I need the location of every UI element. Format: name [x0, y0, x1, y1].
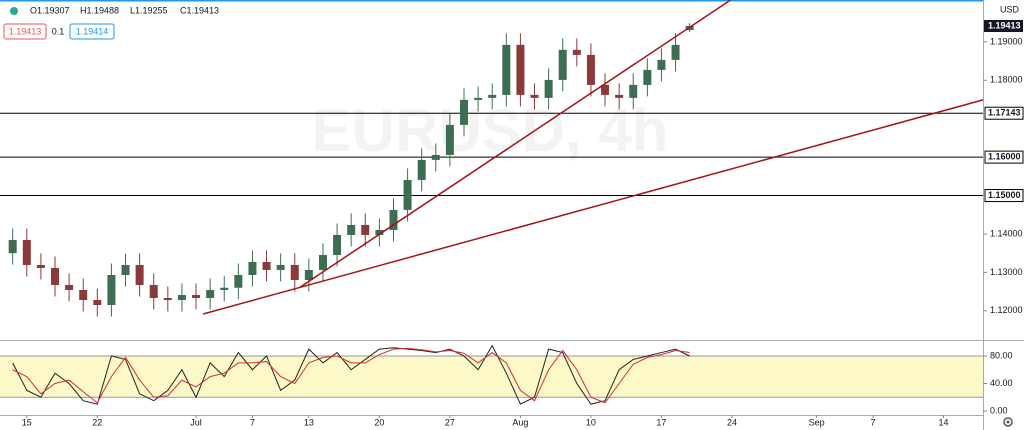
level-label-box: [984, 106, 1024, 120]
candle-body: [431, 154, 440, 160]
candle-body: [516, 44, 525, 95]
settings-icon[interactable]: [1003, 417, 1013, 427]
candle-body: [403, 179, 412, 210]
trend-line: [202, 99, 984, 315]
candle-body: [22, 239, 31, 265]
level-label-box: [984, 189, 1024, 203]
candle-body: [361, 224, 370, 235]
currency: USD: [1000, 4, 1020, 14]
candle-body: [671, 44, 680, 60]
candle-body: [629, 84, 638, 98]
candle-body: [36, 264, 45, 268]
candle-body: [163, 298, 172, 301]
y-tick-label: 1.18000: [990, 75, 1023, 85]
candle-body: [615, 94, 624, 98]
y-tick-label: 1.19000: [990, 36, 1023, 46]
x-tick-label: Sep: [809, 417, 825, 427]
x-tick-label: 13: [304, 417, 314, 427]
stochastic-line: [12, 347, 690, 404]
x-tick-label: Aug: [512, 417, 528, 427]
sell-price[interactable]: 1.19413: [9, 26, 42, 36]
sell-button[interactable]: [3, 23, 47, 40]
candle-body: [51, 267, 60, 285]
candle-body: [445, 124, 454, 155]
level-label-box: [984, 150, 1024, 164]
candle-body: [177, 295, 186, 301]
y-tick-label: 1.12000: [990, 305, 1023, 315]
candle-body: [206, 289, 215, 299]
ohlc-value: O1.19307: [30, 5, 70, 15]
candle-body: [234, 274, 243, 288]
x-tick-label: 7: [870, 417, 875, 427]
y-tick-label: 1.14000: [990, 228, 1023, 238]
candle-body: [586, 54, 595, 85]
x-tick-label: 22: [92, 417, 102, 427]
symbol-icon[interactable]: [10, 7, 18, 15]
ohlc-value: L1.19255: [130, 5, 168, 15]
candle-body: [657, 59, 666, 70]
band: [0, 355, 983, 398]
candle-body: [601, 84, 610, 95]
x-tick-label: Jul: [190, 417, 202, 427]
x-tick-label: 17: [656, 417, 666, 427]
x-tick-label: 24: [727, 417, 737, 427]
candle-body: [192, 295, 201, 299]
last-price-label: 1.19413: [988, 20, 1021, 30]
candle-body: [8, 239, 17, 254]
candle-body: [389, 209, 398, 230]
candle-body: [304, 269, 313, 280]
level-label: 1.15000: [988, 190, 1021, 200]
candle-body: [276, 264, 285, 270]
candle-body: [107, 274, 116, 306]
candle-body: [121, 264, 130, 275]
candle-body: [262, 261, 271, 270]
y-tick-label: 1.13000: [990, 267, 1023, 277]
candle-body: [220, 287, 229, 290]
y-tick-label: 0.00: [990, 405, 1008, 415]
candle-body: [79, 289, 88, 301]
buy-price[interactable]: 1.19414: [76, 26, 109, 36]
x-tick-label: 14: [939, 417, 949, 427]
stochastic-line: [12, 344, 690, 405]
candle-body: [149, 284, 158, 299]
spread: 0.1: [52, 26, 65, 36]
x-tick-label: 10: [586, 417, 596, 427]
candle-body: [417, 159, 426, 180]
candle-body: [347, 224, 356, 235]
candle-body: [572, 49, 581, 55]
level-label: 1.16000: [988, 152, 1021, 162]
last-price-box: [984, 20, 1023, 33]
ohlc-value: C1.19413: [180, 5, 219, 15]
candle-body: [643, 69, 652, 85]
buy-button[interactable]: [69, 23, 115, 40]
candle-body: [290, 264, 299, 280]
x-tick-label: 27: [445, 417, 455, 427]
y-tick-label: 40.00: [990, 378, 1013, 388]
candle-body: [93, 300, 102, 306]
x-tick-label: 15: [22, 417, 32, 427]
candle-body: [459, 99, 468, 125]
candle-body: [375, 229, 384, 235]
candle-body: [248, 261, 257, 275]
x-tick-label: 20: [374, 417, 384, 427]
watermark: EURUSD, 4h: [312, 97, 669, 164]
candle-body: [333, 234, 342, 255]
level-label: 1.17143: [988, 108, 1021, 118]
candle-body: [502, 44, 511, 95]
candle-body: [65, 284, 74, 290]
candle-body: [558, 49, 567, 80]
candle-body: [474, 97, 483, 100]
ohlc-value: H1.19488: [80, 5, 119, 15]
ohlc-legend: O1.19307 H1.19488 L1.19255 C1.19413: [30, 5, 219, 15]
candle-body: [135, 264, 144, 285]
trend-line: [299, 0, 731, 288]
y-tick-label: 80.00: [990, 350, 1013, 360]
candle-body: [530, 94, 539, 98]
candle-body: [488, 94, 497, 98]
candle-body: [318, 254, 327, 270]
candle-body: [544, 79, 553, 98]
x-tick-label: 7: [250, 417, 255, 427]
